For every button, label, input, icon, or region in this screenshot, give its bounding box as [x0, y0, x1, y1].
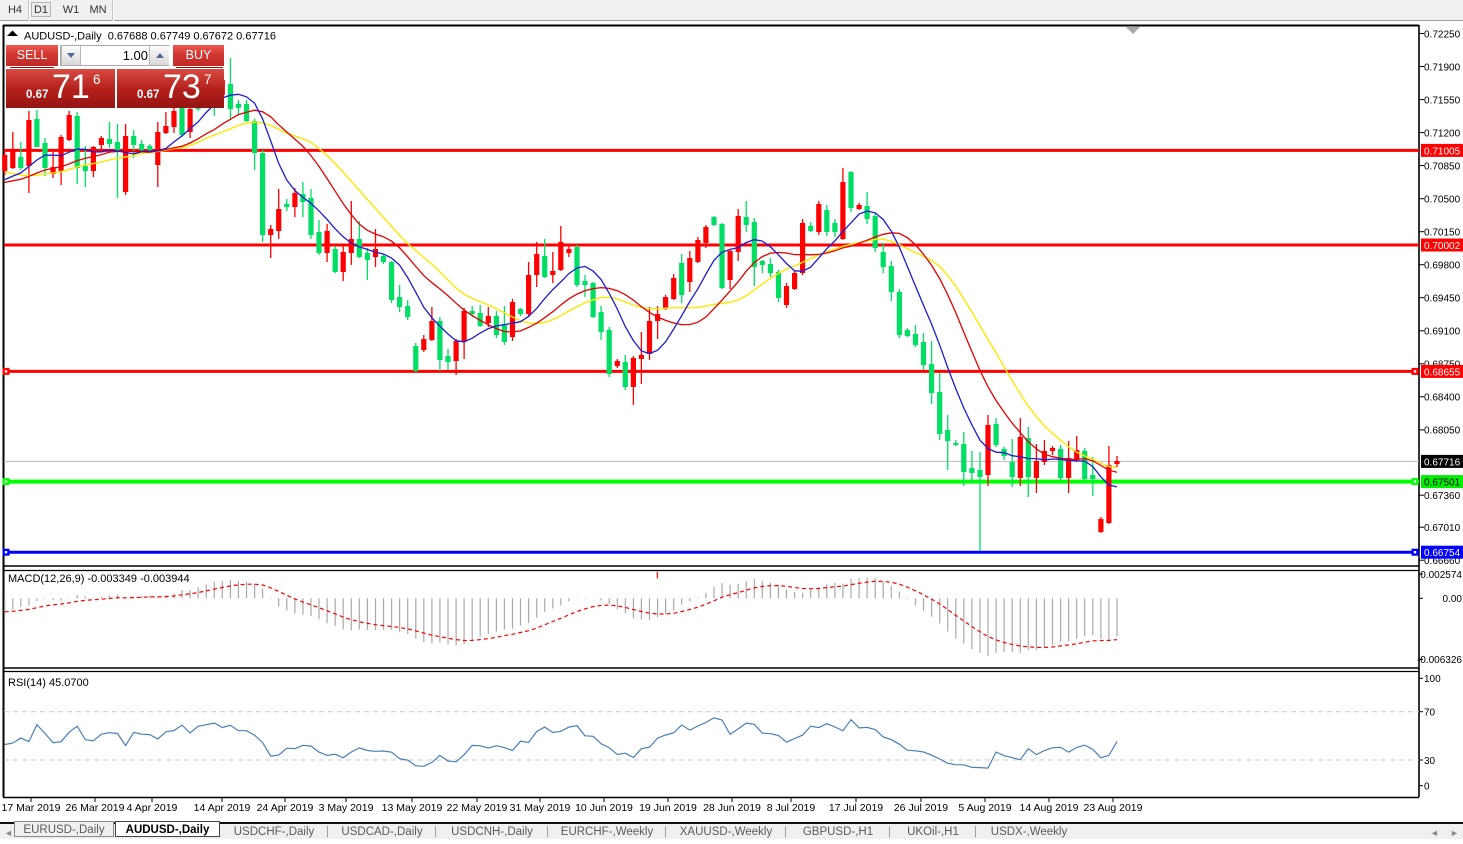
svg-text:0.68400: 0.68400 [1424, 393, 1461, 404]
svg-text:0.67501: 0.67501 [1424, 478, 1461, 489]
svg-text:0.71200: 0.71200 [1424, 128, 1461, 139]
svg-text:10 Jun 2019: 10 Jun 2019 [575, 802, 633, 814]
svg-text:0.67360: 0.67360 [1424, 491, 1461, 502]
svg-text:0.70002: 0.70002 [1424, 241, 1461, 252]
svg-text:4 Apr 2019: 4 Apr 2019 [127, 802, 178, 814]
svg-text:RSI(14) 45.0700: RSI(14) 45.0700 [8, 677, 89, 689]
svg-text:0.66660: 0.66660 [1424, 556, 1461, 567]
svg-text:22 May 2019: 22 May 2019 [447, 802, 508, 814]
svg-text:8 Jul 2019: 8 Jul 2019 [767, 802, 816, 814]
svg-text:0.69800: 0.69800 [1424, 261, 1461, 272]
svg-text:0.69100: 0.69100 [1424, 327, 1461, 338]
svg-text:17 Mar 2019: 17 Mar 2019 [2, 802, 61, 814]
svg-text:0.70150: 0.70150 [1424, 228, 1461, 239]
svg-text:19 Jun 2019: 19 Jun 2019 [639, 802, 697, 814]
svg-text:100: 100 [1424, 674, 1441, 685]
svg-text:28 Jun 2019: 28 Jun 2019 [703, 802, 761, 814]
svg-text:31 May 2019: 31 May 2019 [510, 802, 571, 814]
svg-text:26 Mar 2019: 26 Mar 2019 [66, 802, 125, 814]
svg-text:0.00: 0.00 [1443, 594, 1463, 605]
svg-text:0.66754: 0.66754 [1424, 548, 1461, 559]
svg-text:3 May 2019: 3 May 2019 [319, 802, 374, 814]
svg-text:26 Jul 2019: 26 Jul 2019 [894, 802, 948, 814]
svg-text:0.002574: 0.002574 [1420, 570, 1462, 581]
svg-text:MACD(12,26,9) -0.003349 -0.003: MACD(12,26,9) -0.003349 -0.003944 [8, 573, 190, 585]
svg-text:0.71900: 0.71900 [1424, 62, 1461, 73]
svg-text:23 Aug 2019: 23 Aug 2019 [1084, 802, 1143, 814]
svg-text:30: 30 [1424, 756, 1436, 767]
svg-text:0.72250: 0.72250 [1424, 29, 1461, 40]
svg-text:0.69450: 0.69450 [1424, 294, 1461, 305]
svg-text:0.71005: 0.71005 [1424, 146, 1461, 157]
svg-text:0.67010: 0.67010 [1424, 523, 1461, 534]
svg-text:5 Aug 2019: 5 Aug 2019 [958, 802, 1011, 814]
svg-text:14 Apr 2019: 14 Apr 2019 [194, 802, 251, 814]
svg-text:24 Apr 2019: 24 Apr 2019 [257, 802, 314, 814]
svg-text:0: 0 [1424, 782, 1430, 793]
svg-text:13 May 2019: 13 May 2019 [382, 802, 443, 814]
svg-text:0.71550: 0.71550 [1424, 95, 1461, 106]
svg-text:AUDUSD-,Daily 0.67688 0.67749: AUDUSD-,Daily 0.67688 0.67749 0.67672 0.… [24, 31, 276, 43]
svg-text:0.68050: 0.68050 [1424, 426, 1461, 437]
svg-text:70: 70 [1424, 708, 1436, 719]
svg-text:0.68655: 0.68655 [1424, 367, 1461, 378]
svg-text:14 Aug 2019: 14 Aug 2019 [1020, 802, 1079, 814]
svg-text:0.70850: 0.70850 [1424, 161, 1461, 172]
svg-text:17 Jul 2019: 17 Jul 2019 [829, 802, 883, 814]
svg-text:-0.006326: -0.006326 [1417, 655, 1462, 666]
svg-text:0.67716: 0.67716 [1424, 457, 1461, 468]
svg-text:0.70500: 0.70500 [1424, 195, 1461, 206]
